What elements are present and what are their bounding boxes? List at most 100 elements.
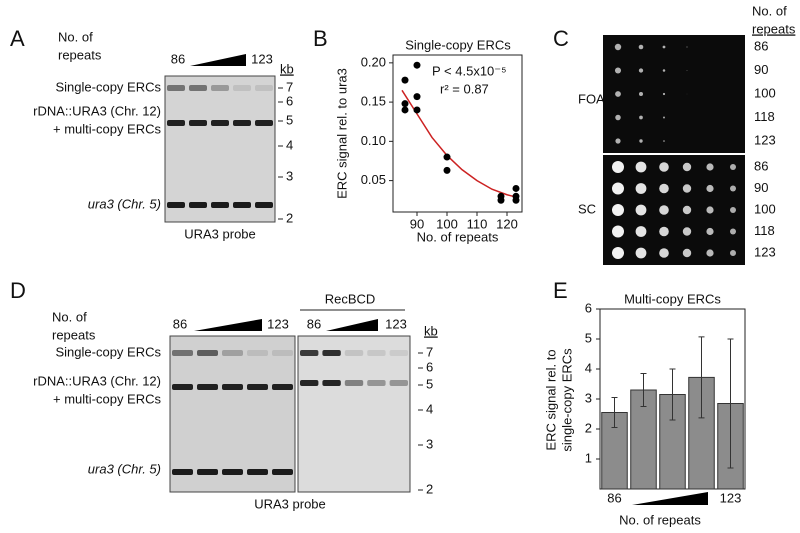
wedge [632,492,708,505]
y-tick-label: 0.20 [361,54,386,69]
x-tick-label: 123 [720,490,742,505]
marker-label: 6 [286,93,293,108]
colony-spot [706,163,714,171]
colony-spot [706,227,714,236]
plot-frame [392,54,523,213]
band [247,350,268,356]
colony-spot [635,247,647,259]
point [413,106,421,114]
band [367,350,386,356]
x-tick-label: 90 [410,216,424,231]
band [172,469,193,475]
colony-spot [614,67,622,74]
treatment-label: RecBCD [325,291,376,306]
colony-spot [635,161,647,173]
band-label: ura3 (Chr. 5) [88,196,161,211]
band [300,380,319,386]
x-tick-label: 100 [436,216,458,231]
band [222,350,243,356]
plate [603,35,745,153]
colony-spot [638,68,644,73]
colony-spot [635,183,647,194]
y-tick-label: 5 [585,330,592,345]
colony-spot [612,247,624,259]
colony-spot [662,92,666,96]
point [413,93,421,101]
x-axis-label: No. of repeats [417,229,499,244]
marker-label: 5 [426,376,433,391]
point [401,106,409,114]
panel-letter: C [553,26,569,51]
marker-label: 4 [426,401,433,416]
panel-letter: B [313,26,328,51]
repeats-label: No. of [58,29,93,44]
chart-title: Multi-copy ERCs [624,291,721,306]
band [222,469,243,475]
x-axis-label: No. of repeats [619,512,701,527]
y-axis-label: ERC signal rel. to [543,349,558,450]
probe-label: URA3 probe [184,226,256,241]
colony-spot [682,184,692,193]
error-bar [698,336,705,419]
medium-label: FOA [578,91,605,106]
colony-spot [730,185,736,192]
kb-label: kb [424,323,438,338]
band [322,380,341,386]
repeats-label: No. of [752,3,787,18]
band-label: Single-copy ERCs [56,79,162,94]
point [443,153,451,161]
lane-label: 123 [385,316,407,331]
error-bar [640,373,647,407]
band [255,120,273,126]
repeats-label: repeats [58,47,102,62]
band [197,469,218,475]
band [389,350,408,356]
band-label: rDNA::URA3 (Chr. 12) [33,103,161,118]
colony-spot [639,92,643,96]
row-label: 90 [754,180,768,195]
band [211,120,229,126]
wedge [326,319,378,331]
x-tick-label: 120 [496,216,518,231]
colony-spot [682,162,692,172]
colony-spot [682,205,692,215]
colony-spot [730,207,736,213]
x-tick-label: 110 [467,216,488,231]
panel-letter: E [553,278,568,303]
annotation: r² = 0.87 [440,81,489,96]
gel [164,75,276,223]
marker-label: 7 [426,344,433,359]
marker-label: 3 [426,436,433,451]
colony-spot [612,161,624,173]
colony-spot [635,226,647,237]
band [300,350,319,356]
colony-spot [612,182,624,195]
lane-label: 86 [171,51,185,66]
colony-spot [730,228,736,235]
band [255,85,273,91]
lane-label: 123 [267,316,289,331]
colony-spot [639,115,643,120]
marker-label: 6 [426,359,433,374]
lane-label: 86 [307,316,321,331]
colony-spot [706,206,714,214]
plate [603,155,745,265]
kb-label: kb [280,61,294,76]
colony-spot [706,249,714,257]
band [222,384,243,390]
point [497,196,505,204]
colony-spot [639,139,643,143]
wedge [194,319,262,331]
row-label: 118 [754,223,775,238]
colony-spot [730,250,736,256]
point [443,166,451,174]
repeats-label: repeats [52,327,96,342]
band [247,469,268,475]
band [272,469,293,475]
band-label: rDNA::URA3 (Chr. 12) [33,373,161,388]
y-axis-label: single-copy ERCs [559,348,574,452]
error-bar [669,368,676,421]
point [512,196,520,204]
band-label: + multi-copy ERCs [53,121,161,136]
